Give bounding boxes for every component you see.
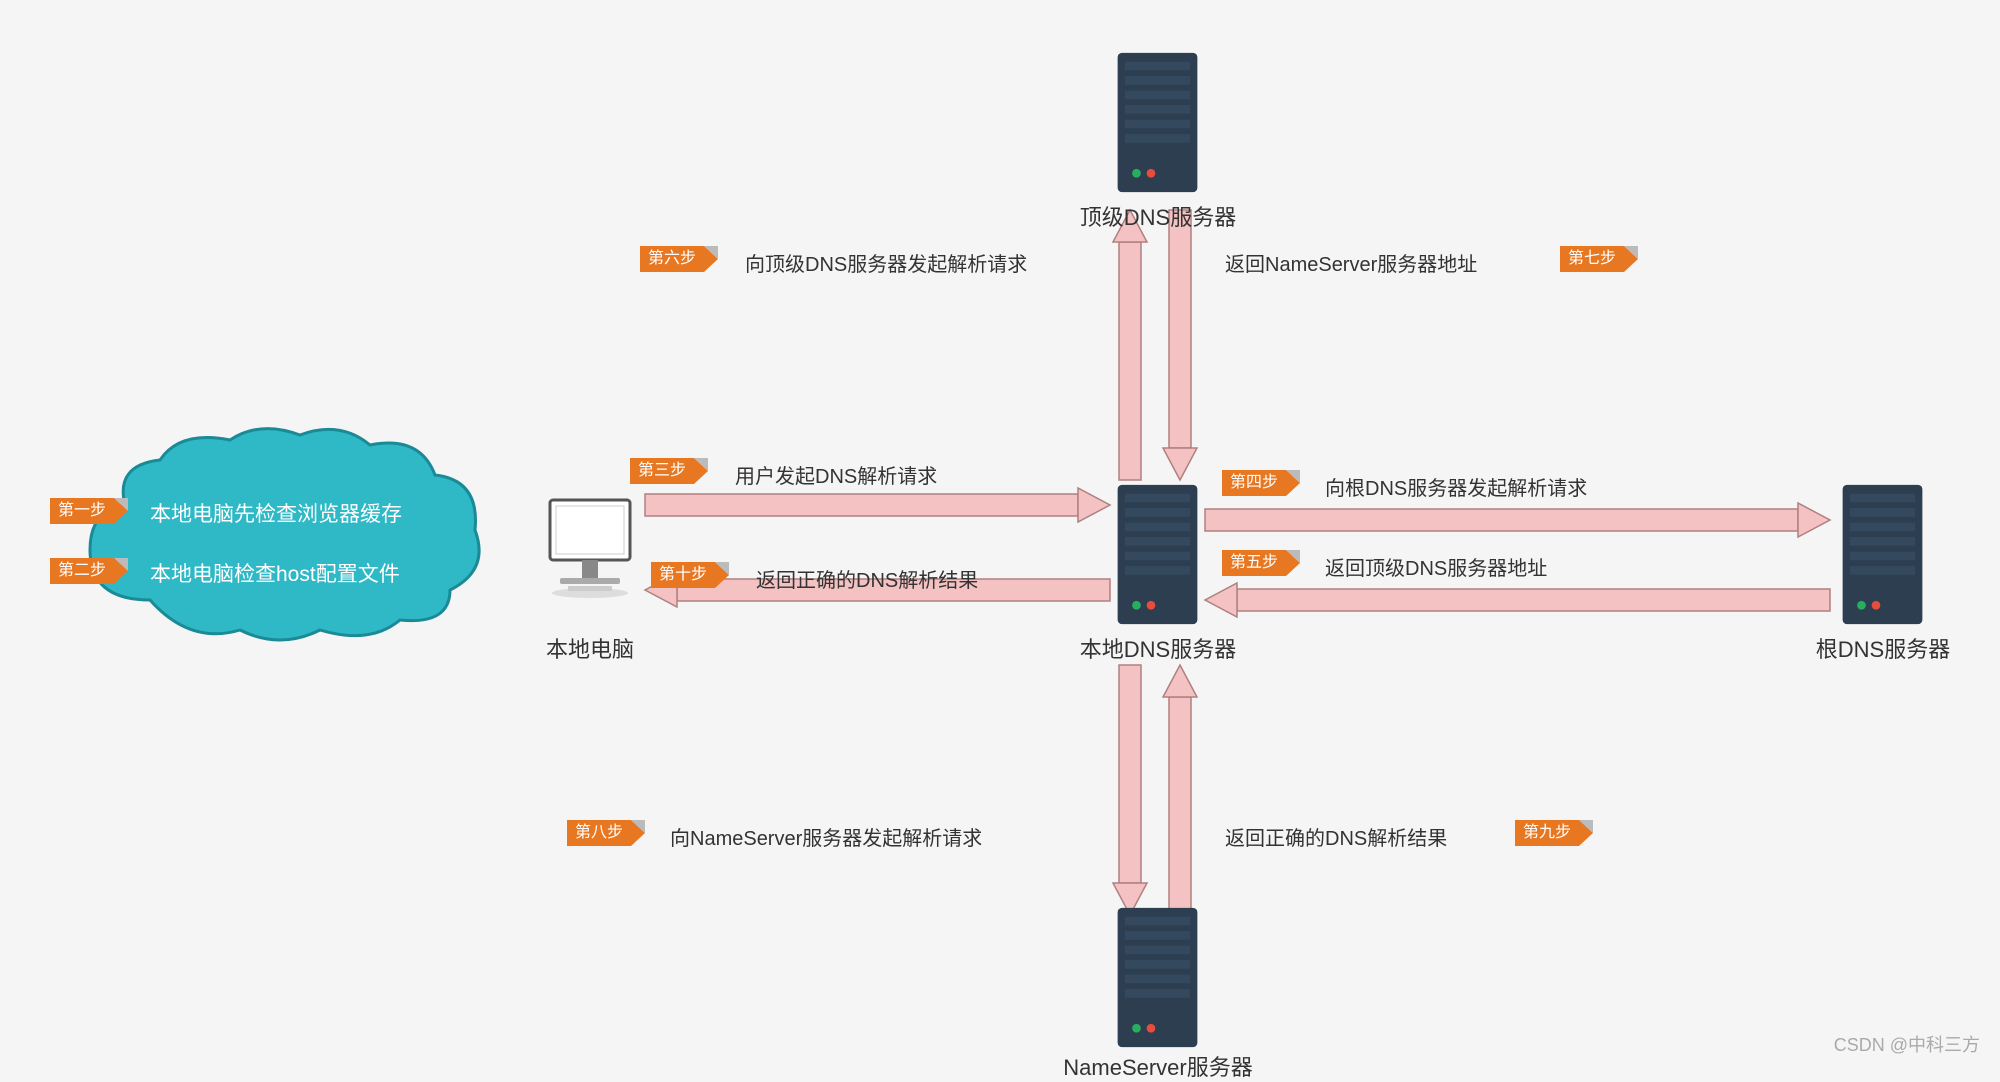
tag-step-6: 第六步	[640, 246, 718, 272]
tag-step-8: 第八步	[567, 820, 645, 846]
text-step-3: 用户发起DNS解析请求	[735, 460, 937, 489]
label-local-dns: 本地DNS服务器	[1080, 632, 1236, 664]
arrow-pc-to-localdns	[645, 488, 1110, 522]
arrow-ns-to-local	[1163, 665, 1197, 915]
text-step-8: 向NameServer服务器发起解析请求	[670, 822, 982, 851]
cloud-local-checks	[70, 420, 490, 655]
arrow-local-to-top	[1113, 210, 1147, 480]
text-step-7: 返回NameServer服务器地址	[1225, 248, 1477, 277]
text-step-4: 向根DNS服务器发起解析请求	[1325, 472, 1587, 501]
text-step-5: 返回顶级DNS服务器地址	[1325, 552, 1547, 581]
label-root-dns: 根DNS服务器	[1816, 632, 1950, 664]
text-step-6: 向顶级DNS服务器发起解析请求	[745, 248, 1027, 277]
server-nameserver-icon	[1110, 905, 1205, 1050]
tag-step-10: 第十步	[651, 562, 729, 588]
server-root-dns-icon	[1835, 482, 1930, 627]
text-step-9: 返回正确的DNS解析结果	[1225, 822, 1447, 851]
tag-step-1: 第一步	[50, 498, 128, 524]
tag-step-5: 第五步	[1222, 550, 1300, 576]
diagram-canvas: 顶级DNS服务器 本地DNS服务器 根DNS服务器 NameServer服务器 …	[0, 0, 2000, 1065]
label-computer: 本地电脑	[546, 632, 634, 664]
tag-step-9: 第九步	[1515, 820, 1593, 846]
watermark: CSDN @中科三方	[1834, 1031, 1980, 1057]
text-step-1: 本地电脑先检查浏览器缓存	[150, 498, 402, 528]
label-nameserver: NameServer服务器	[1063, 1050, 1252, 1082]
arrow-local-to-root	[1205, 503, 1830, 537]
tag-step-4: 第四步	[1222, 470, 1300, 496]
tag-step-2: 第二步	[50, 558, 128, 584]
tag-step-7: 第七步	[1560, 246, 1638, 272]
computer-icon	[540, 495, 640, 605]
arrow-root-to-local	[1205, 583, 1830, 617]
text-step-10: 返回正确的DNS解析结果	[756, 564, 978, 593]
server-top-dns-icon	[1110, 50, 1205, 195]
text-step-2: 本地电脑检查host配置文件	[150, 558, 400, 588]
arrow-top-to-local	[1163, 210, 1197, 480]
tag-step-3: 第三步	[630, 458, 708, 484]
label-top-dns: 顶级DNS服务器	[1080, 200, 1236, 232]
server-local-dns-icon	[1110, 482, 1205, 627]
arrow-local-to-ns	[1113, 665, 1147, 915]
